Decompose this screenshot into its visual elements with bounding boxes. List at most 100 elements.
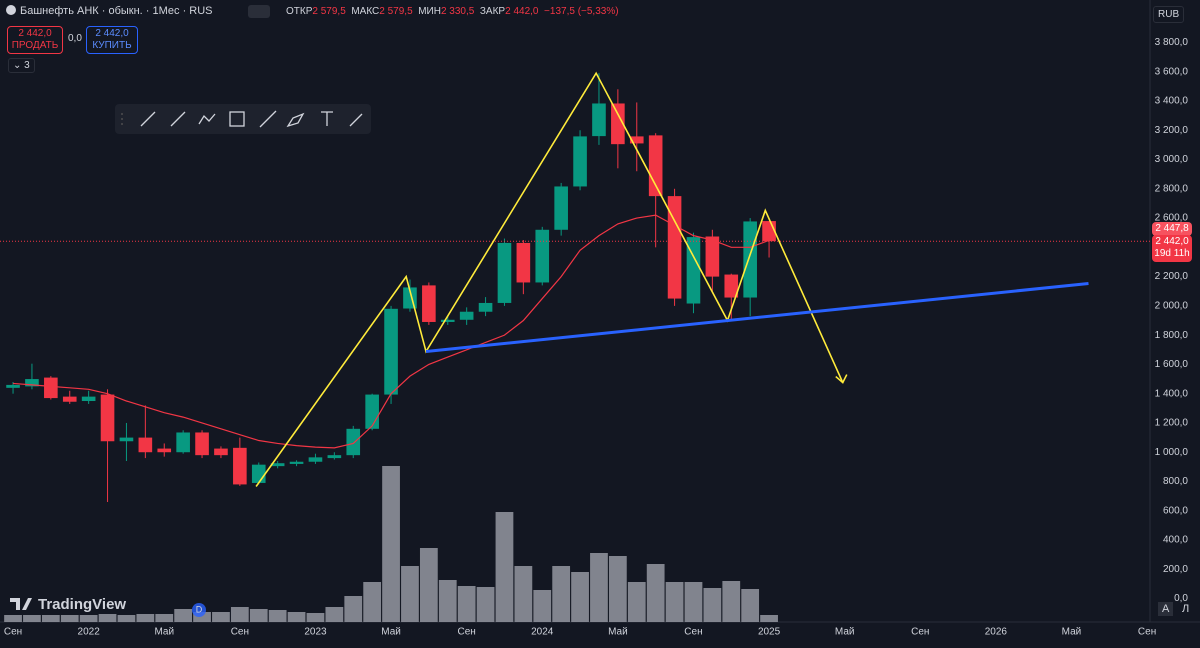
x-tick-label: Сен bbox=[4, 627, 22, 638]
x-tick-label: Сен bbox=[458, 627, 476, 638]
close-value: 2 442,0 bbox=[505, 6, 539, 17]
volume-bar bbox=[476, 587, 495, 622]
drawing-line bbox=[425, 281, 1089, 354]
y-tick-label: 0,0 bbox=[1174, 593, 1188, 604]
y-tick-label: 3 200,0 bbox=[1155, 125, 1189, 136]
last-price: 2 442,0 bbox=[1155, 236, 1189, 247]
candle-body bbox=[384, 308, 398, 395]
volume-bar bbox=[401, 566, 419, 622]
candle-body bbox=[327, 455, 342, 459]
tool-trend[interactable] bbox=[140, 111, 156, 127]
candle-body bbox=[629, 136, 644, 144]
volume-bar bbox=[363, 582, 382, 622]
logo: TradingView bbox=[10, 596, 126, 613]
volume-bar bbox=[4, 615, 22, 622]
candle-body bbox=[648, 135, 663, 197]
candle-body bbox=[233, 447, 247, 485]
candle-body bbox=[554, 186, 568, 230]
y-tick-label: 1 400,0 bbox=[1155, 388, 1189, 399]
tool-measure[interactable] bbox=[349, 113, 363, 127]
drawing-toolbar bbox=[115, 104, 371, 134]
candle-body bbox=[195, 432, 209, 456]
candle-body bbox=[289, 461, 304, 464]
low-value: 2 330,5 bbox=[440, 6, 475, 17]
indicators-toggle[interactable]: ⌄ 3 bbox=[8, 58, 35, 73]
candle-body bbox=[611, 103, 625, 145]
dividend-marker[interactable] bbox=[192, 603, 206, 617]
y-tick-label: 1 600,0 bbox=[1155, 359, 1189, 370]
high-label: МАКС bbox=[351, 6, 380, 17]
y-tick-label: 2 600,0 bbox=[1155, 213, 1189, 224]
auto-scale[interactable]: A bbox=[1158, 602, 1174, 616]
volume-bar bbox=[684, 582, 703, 622]
x-tick-label: Сен bbox=[684, 627, 702, 638]
tool-text[interactable] bbox=[321, 111, 333, 126]
volume-bar bbox=[646, 564, 665, 622]
candle-body bbox=[346, 428, 361, 456]
toggle[interactable] bbox=[248, 5, 270, 18]
ma-price-label: 2 447,8 bbox=[1152, 222, 1192, 236]
x-tick-label: Май bbox=[1062, 627, 1082, 638]
x-tick-label: Май bbox=[154, 627, 174, 638]
candle-body bbox=[119, 437, 134, 442]
volume-bar bbox=[174, 609, 193, 622]
high-value: 2 579,5 bbox=[379, 6, 413, 17]
candle-body bbox=[138, 437, 153, 453]
volume-bar bbox=[552, 566, 571, 622]
candle-body bbox=[686, 237, 701, 304]
tool-brush[interactable] bbox=[259, 110, 277, 128]
tool-path[interactable] bbox=[198, 113, 216, 125]
y-tick-label: 1 200,0 bbox=[1155, 418, 1189, 429]
x-tick-label: Сен bbox=[231, 627, 249, 638]
change: −137,5 (−5,33%) bbox=[544, 6, 619, 17]
volume-bar bbox=[533, 590, 552, 622]
logo-text: TradingView bbox=[38, 596, 126, 613]
currency[interactable]: RUB bbox=[1153, 6, 1185, 23]
candle-body bbox=[308, 457, 323, 462]
x-tick-label: 2025 bbox=[758, 627, 781, 638]
candle-body bbox=[592, 103, 606, 137]
candle-body bbox=[25, 379, 39, 387]
volume-bar bbox=[457, 586, 476, 622]
sell-button[interactable]: 2 442,0 ПРОДАТЬ bbox=[7, 26, 63, 54]
candle-body bbox=[724, 274, 739, 298]
candle-body bbox=[176, 432, 190, 453]
y-tick-label: 800,0 bbox=[1163, 476, 1188, 487]
volume-bar bbox=[60, 615, 79, 622]
log-scale[interactable]: Л bbox=[1182, 603, 1190, 615]
candle-body bbox=[440, 319, 455, 322]
symbol-title[interactable]: Башнефть АНК · обыкн. · 1Мес · RUS bbox=[6, 5, 213, 17]
tool-ray[interactable] bbox=[170, 111, 186, 127]
arrow-head bbox=[835, 374, 848, 384]
candle-body bbox=[459, 311, 474, 320]
ohlc-info: ОТКР2 579,5 МАКС2 579,5 МИН2 330,5 ЗАКР2… bbox=[286, 6, 619, 17]
x-tick-label: Сен bbox=[911, 627, 929, 638]
buy-button[interactable]: 2 442,0 КУПИТЬ bbox=[86, 26, 138, 54]
candle-body bbox=[44, 377, 58, 399]
y-tick-label: 3 600,0 bbox=[1155, 66, 1189, 77]
volume-bar bbox=[495, 512, 514, 622]
y-tick-label: 2 800,0 bbox=[1155, 183, 1189, 194]
volume-bar bbox=[212, 612, 230, 622]
volume-bar bbox=[79, 615, 98, 622]
candle-body bbox=[62, 396, 77, 402]
volume-bar bbox=[514, 566, 533, 622]
x-tick-label: 2026 bbox=[985, 627, 1008, 638]
volume-bar bbox=[722, 581, 741, 622]
candle-body bbox=[497, 242, 512, 303]
candle-body bbox=[478, 302, 493, 312]
volume-bar bbox=[438, 580, 457, 622]
volume-bar bbox=[23, 615, 41, 622]
x-tick-label: 2023 bbox=[304, 627, 327, 638]
drawing-line bbox=[255, 71, 844, 487]
spread: 0,0 bbox=[68, 33, 82, 44]
tool-fib[interactable] bbox=[286, 112, 305, 128]
x-tick-label: Май bbox=[608, 627, 628, 638]
candle-body bbox=[516, 242, 531, 283]
dividend-marker-label: D bbox=[196, 604, 203, 614]
tool-rect[interactable] bbox=[229, 111, 245, 127]
title: Башнефть АНК · обыкн. · 1Мес · RUS bbox=[20, 5, 213, 17]
